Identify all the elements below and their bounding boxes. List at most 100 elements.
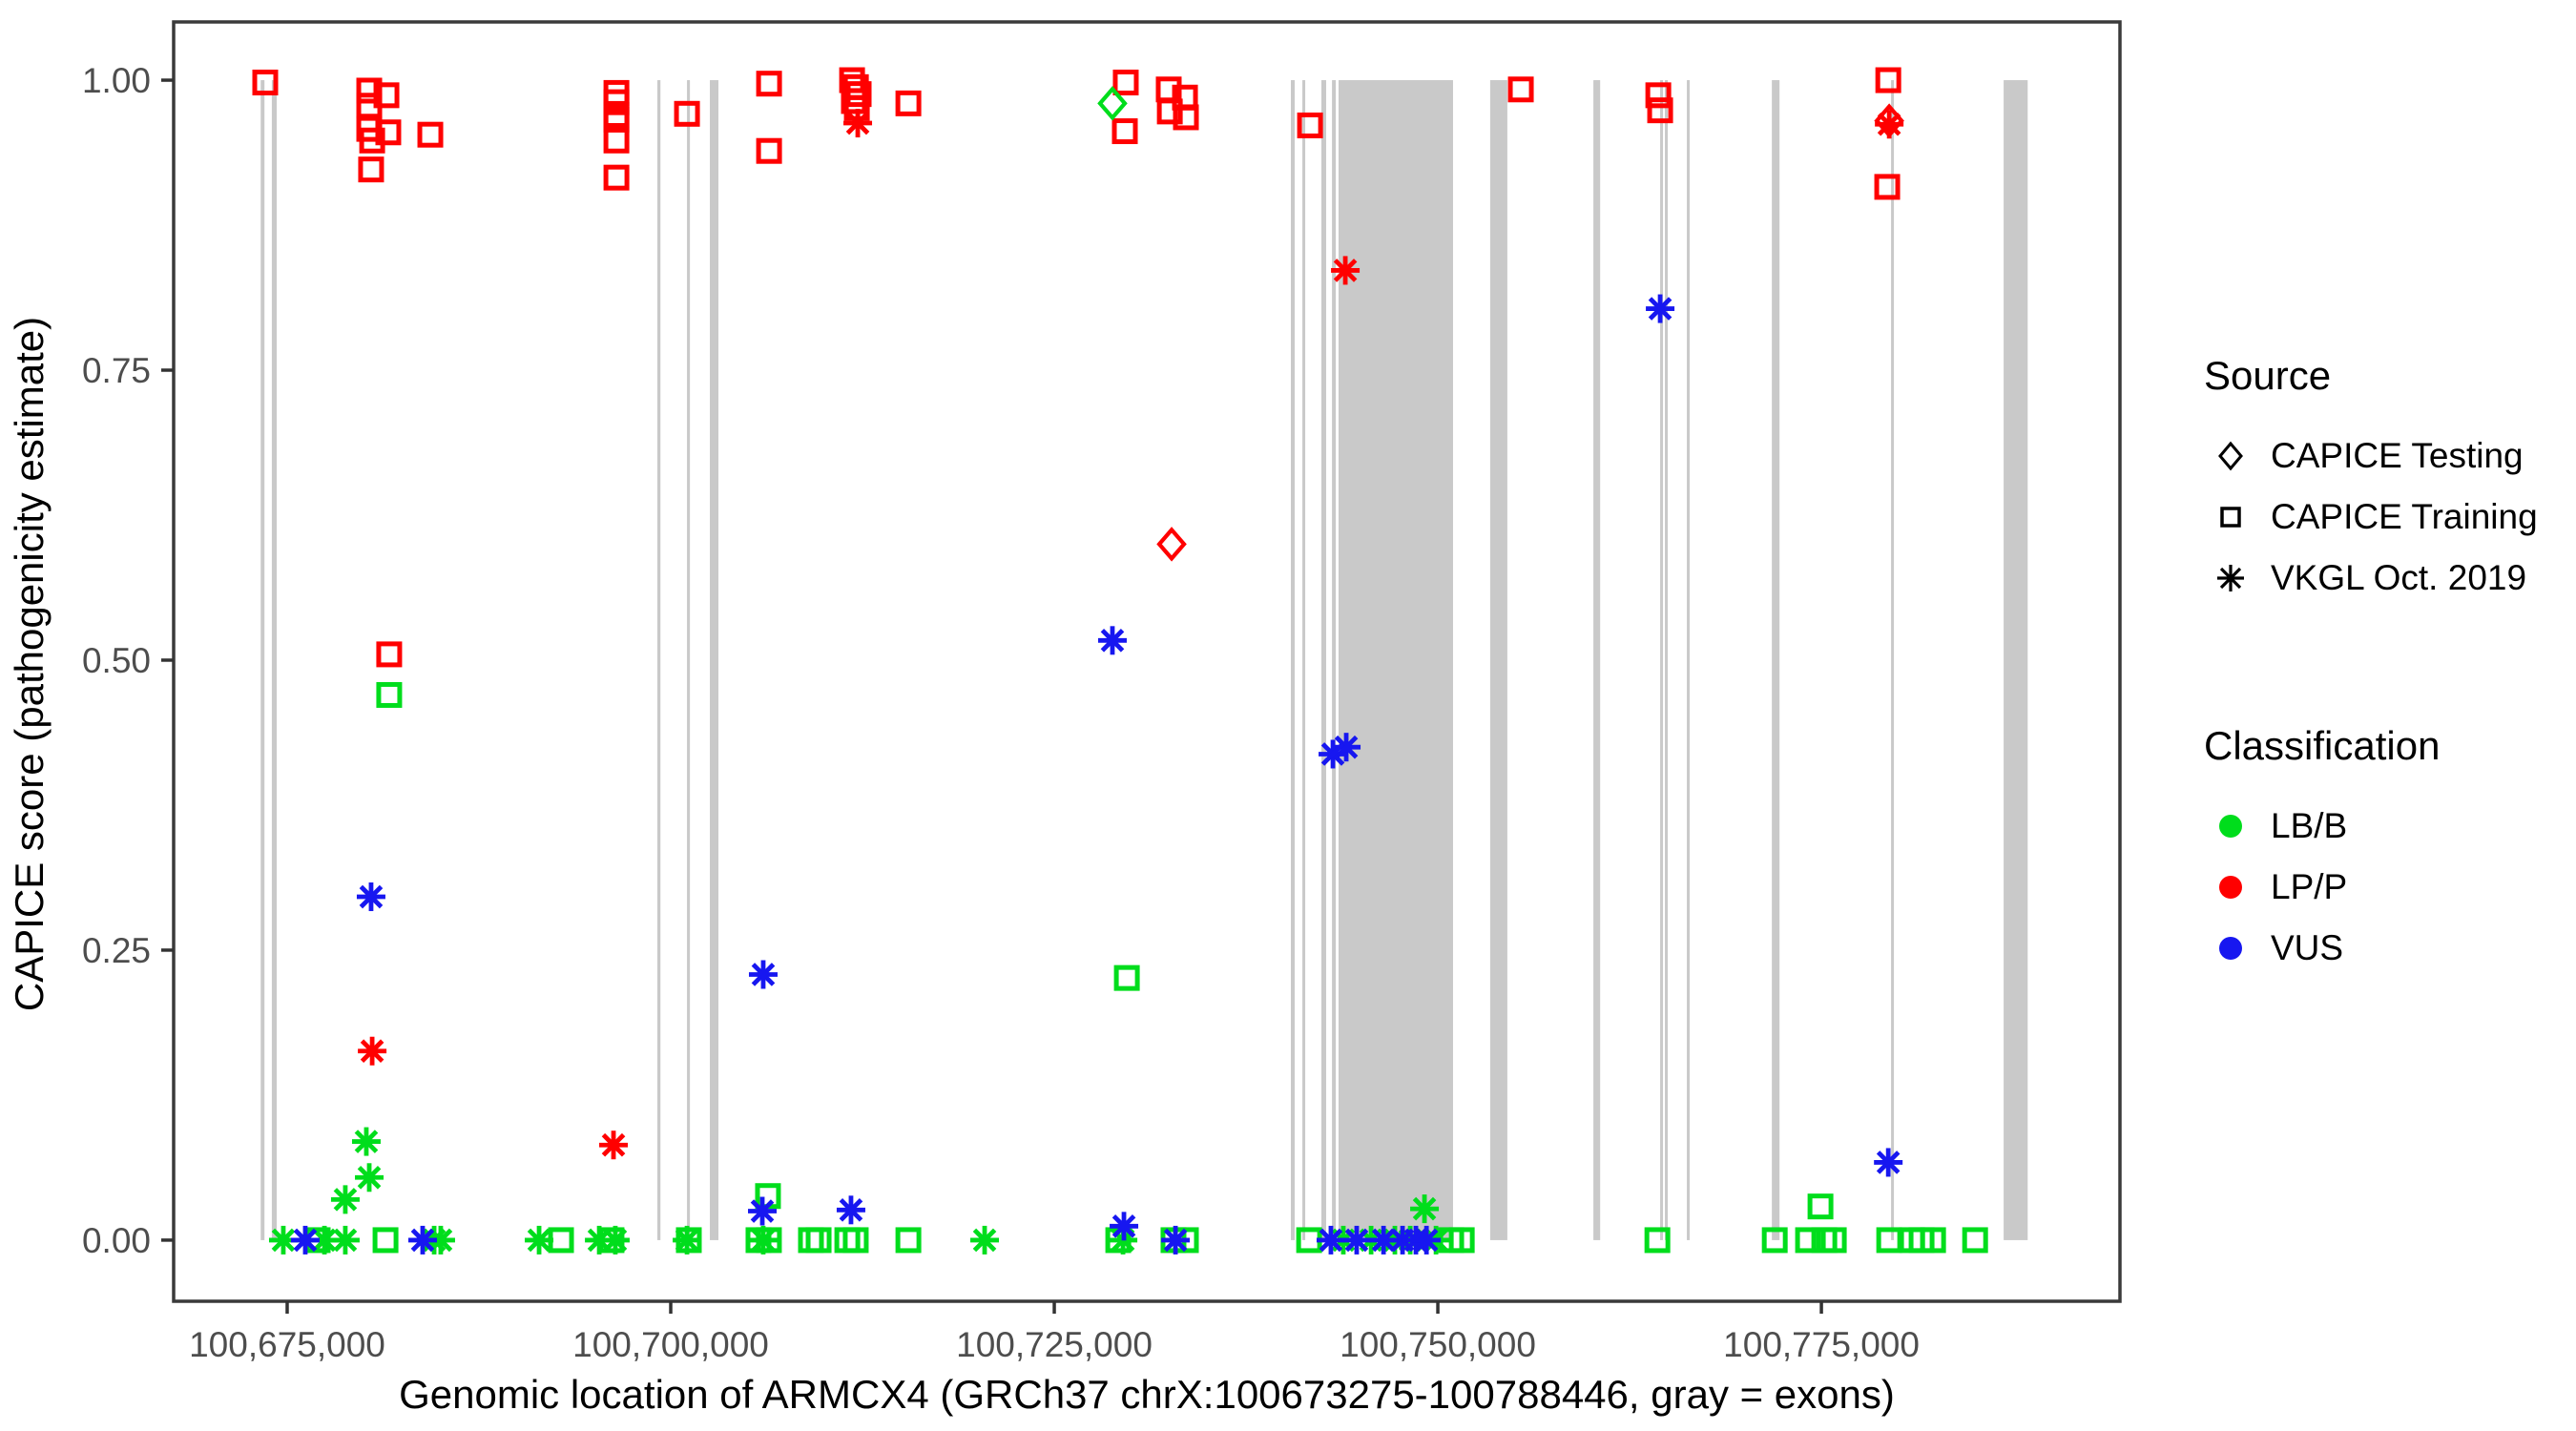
y-tick-label: 0.25 bbox=[82, 931, 151, 970]
point-square-lbb bbox=[1962, 1227, 1988, 1254]
panel-border bbox=[172, 20, 2122, 1303]
point-asterisk-vus bbox=[1369, 1225, 1399, 1255]
point-asterisk-lbb bbox=[330, 1225, 360, 1255]
exon-band bbox=[1290, 80, 1296, 1240]
point-asterisk-vus bbox=[356, 882, 385, 912]
point-asterisk-vus bbox=[1341, 1225, 1371, 1255]
point-square-lbb bbox=[1448, 1227, 1475, 1254]
point-asterisk-vus bbox=[1316, 1225, 1345, 1255]
exon-band bbox=[1891, 80, 1895, 1240]
point-square-lpp bbox=[603, 127, 630, 154]
point-square-lbb bbox=[1644, 1227, 1671, 1254]
point-asterisk-vus bbox=[1319, 739, 1348, 769]
point-asterisk-vus bbox=[748, 960, 778, 989]
legend-item-label: VUS bbox=[2271, 928, 2344, 967]
point-square-lpp bbox=[1112, 69, 1139, 95]
point-asterisk-lpp bbox=[1331, 256, 1361, 285]
point-square-lpp bbox=[417, 121, 444, 148]
y-tick-label: 1.00 bbox=[82, 61, 151, 100]
point-asterisk-vus bbox=[1646, 294, 1675, 323]
x-tick-label: 100,725,000 bbox=[956, 1325, 1153, 1364]
legend-item-lpp: LP/P bbox=[2204, 857, 2566, 918]
point-asterisk-lbb bbox=[673, 1225, 702, 1255]
legend-classification-title: Classification bbox=[2204, 723, 2441, 768]
point-asterisk-vus bbox=[290, 1225, 320, 1255]
point-square-lpp bbox=[1647, 97, 1673, 124]
point-square-lpp bbox=[1645, 82, 1672, 109]
point-asterisk-vus bbox=[1874, 1148, 1903, 1177]
exon-band bbox=[657, 80, 661, 1240]
point-asterisk-lbb bbox=[355, 1163, 384, 1192]
lpp-color-dot-icon bbox=[2219, 876, 2242, 899]
point-asterisk-lbb bbox=[970, 1225, 1000, 1255]
exon-band bbox=[271, 80, 278, 1240]
point-square-lpp bbox=[1111, 118, 1138, 145]
legend-item-lbb: LB/B bbox=[2204, 796, 2566, 857]
point-square-lbb bbox=[376, 681, 403, 708]
exon-band bbox=[1302, 80, 1306, 1240]
point-square-lbb bbox=[1296, 1227, 1322, 1254]
point-asterisk-lpp bbox=[1875, 110, 1904, 139]
point-asterisk-lbb bbox=[1410, 1194, 1440, 1224]
point-square-lpp bbox=[1297, 112, 1323, 138]
point-square-lpp bbox=[845, 81, 872, 108]
exon-band bbox=[1320, 80, 1326, 1240]
legend-item-label: VKGL Oct. 2019 bbox=[2271, 558, 2527, 597]
point-square-lpp bbox=[1173, 104, 1199, 131]
x-axis-title: Genomic location of ARMCX4 (GRCh37 chrX:… bbox=[399, 1372, 1895, 1417]
point-asterisk-lbb bbox=[330, 1185, 360, 1214]
y-axis-title: CAPICE score (pathogenicity estimate) bbox=[7, 316, 52, 1012]
point-asterisk-lpp bbox=[599, 1130, 629, 1160]
point-diamond-lbb bbox=[1097, 86, 1128, 121]
point-square-lpp bbox=[1156, 98, 1183, 125]
x-tick-label: 100,675,000 bbox=[189, 1325, 385, 1364]
legend-source-title: Source bbox=[2204, 353, 2332, 398]
exon-band bbox=[1332, 80, 1337, 1240]
x-tick-label: 100,775,000 bbox=[1723, 1325, 1920, 1364]
point-asterisk-vus bbox=[836, 1195, 865, 1225]
point-square-lpp bbox=[756, 71, 782, 97]
point-square-lbb bbox=[1795, 1227, 1821, 1254]
point-square-lpp bbox=[376, 641, 403, 668]
point-asterisk-lbb bbox=[351, 1127, 381, 1156]
y-tick-label: 0.00 bbox=[82, 1221, 151, 1260]
exon-band bbox=[1339, 80, 1453, 1240]
x-tick-label: 100,750,000 bbox=[1340, 1325, 1536, 1364]
exon-band bbox=[1593, 80, 1601, 1240]
legend-item-label: CAPICE Testing bbox=[2271, 436, 2524, 475]
point-asterisk-lbb bbox=[525, 1225, 554, 1255]
exon-band bbox=[1687, 80, 1691, 1240]
exon-band bbox=[2004, 80, 2028, 1240]
legend-spacer bbox=[2204, 609, 2566, 723]
point-square-lpp bbox=[603, 164, 630, 191]
point-square-lpp bbox=[895, 90, 922, 116]
x-tick-label: 100,700,000 bbox=[572, 1325, 769, 1364]
point-square-lbb bbox=[842, 1227, 869, 1254]
legend-item-capice-training: CAPICE Training bbox=[2204, 487, 2566, 548]
exon-band bbox=[1489, 80, 1507, 1240]
point-square-lbb bbox=[805, 1227, 832, 1254]
legend-item-vus: VUS bbox=[2204, 918, 2566, 979]
legend-item-capice-testing: CAPICE Testing bbox=[2204, 425, 2566, 487]
point-square-lpp bbox=[359, 127, 385, 154]
legend-item-vkgl: VKGL Oct. 2019 bbox=[2204, 548, 2566, 609]
point-square-lbb bbox=[1920, 1227, 1946, 1254]
legend-item-label: LB/B bbox=[2271, 806, 2348, 845]
point-square-lbb bbox=[798, 1227, 824, 1254]
point-square-lpp bbox=[1875, 67, 1901, 93]
point-square-lbb bbox=[1807, 1193, 1834, 1220]
point-square-lpp bbox=[356, 77, 383, 104]
point-asterisk-vus bbox=[407, 1225, 437, 1255]
lbb-color-dot-icon bbox=[2219, 815, 2242, 838]
exon-band bbox=[687, 80, 691, 1240]
point-square-lbb bbox=[895, 1227, 922, 1254]
square-marker-icon bbox=[2204, 498, 2257, 536]
point-square-lpp bbox=[841, 88, 867, 114]
point-square-lbb bbox=[1876, 1227, 1902, 1254]
point-square-lpp bbox=[252, 69, 279, 95]
exon-band bbox=[1772, 80, 1780, 1240]
legend-item-label: CAPICE Training bbox=[2271, 497, 2538, 536]
point-square-lpp bbox=[756, 137, 782, 164]
